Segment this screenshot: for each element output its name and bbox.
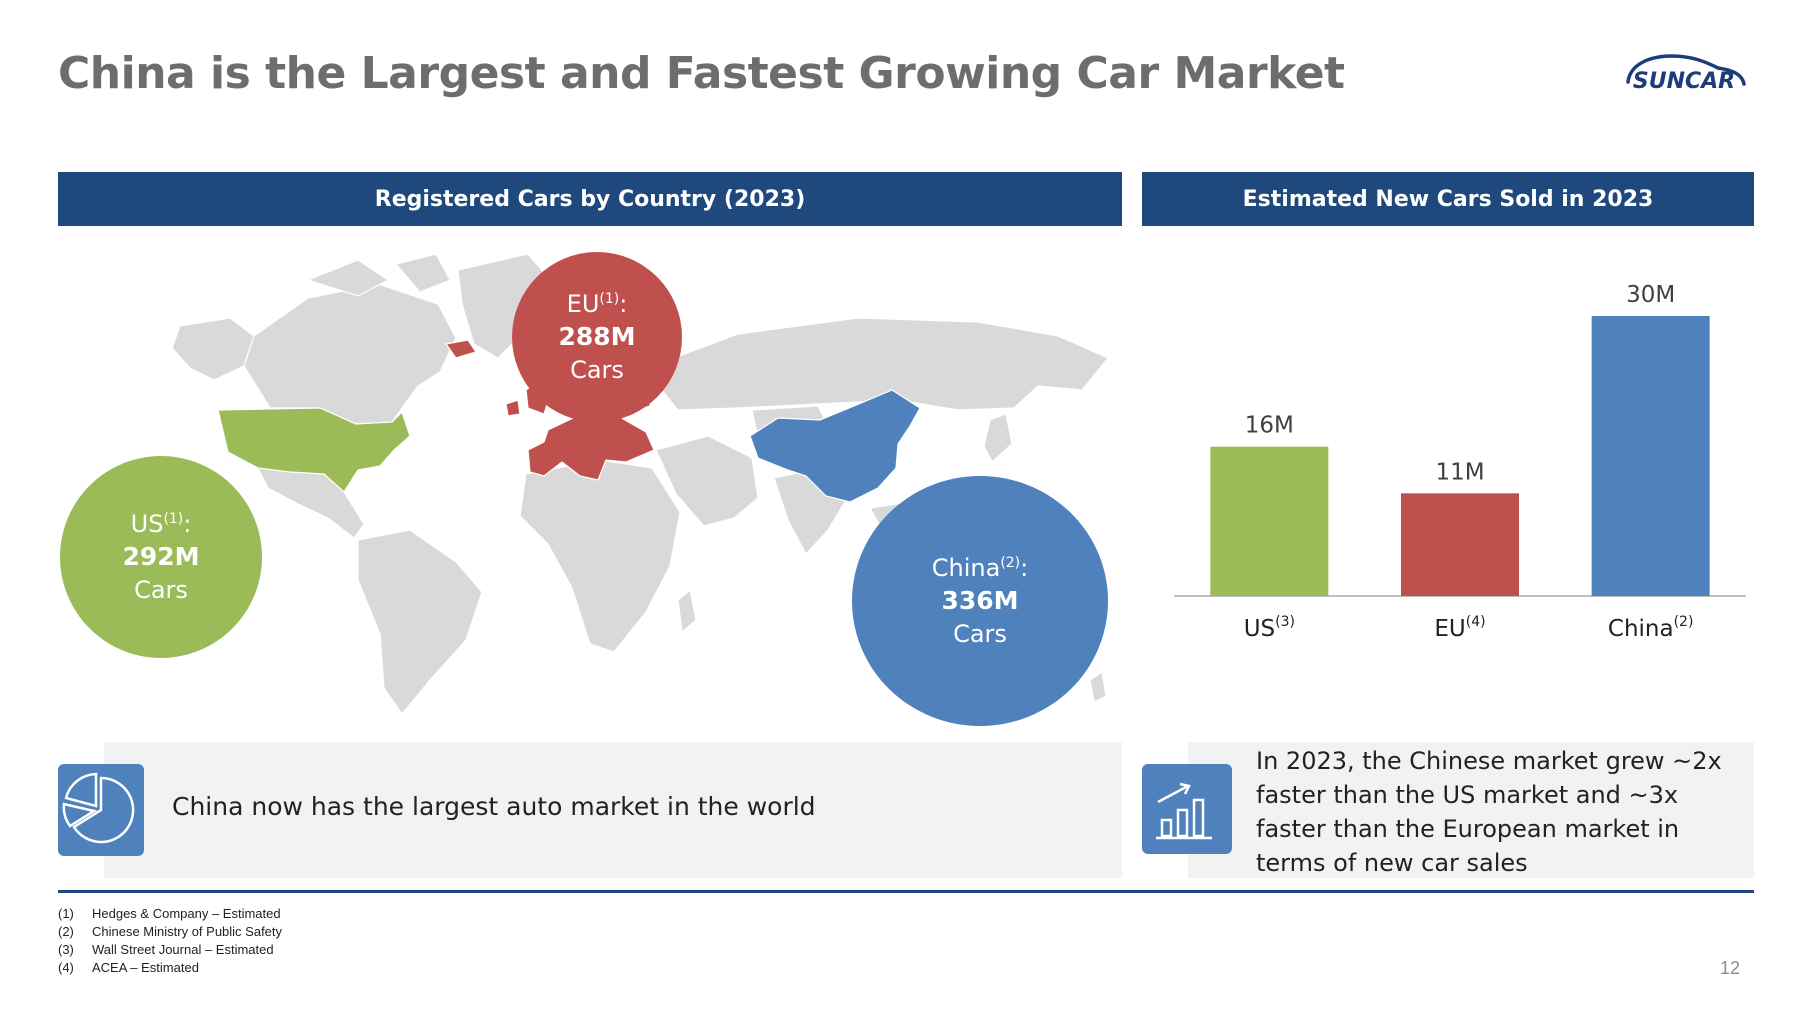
page-title: China is the Largest and Fastest Growing… <box>58 48 1345 99</box>
china-bubble: China(2): 336M Cars <box>852 476 1108 726</box>
china-unit: Cars <box>953 619 1007 648</box>
us-bubble: US(1): 292M Cars <box>60 456 262 658</box>
growth-chart-icon-box <box>1142 764 1232 854</box>
right-callout-text: In 2023, the Chinese market grew ~2x fas… <box>1256 747 1722 877</box>
bar-eu <box>1401 493 1519 596</box>
map-region-us <box>217 407 411 493</box>
tick-label-eu: EU(4) <box>1434 614 1485 642</box>
data-label-china: 30M <box>1626 282 1675 308</box>
logo-text: SUNCAR <box>1633 69 1735 94</box>
growth-chart-icon <box>1156 782 1212 840</box>
tick-label-china: China(2) <box>1608 614 1694 642</box>
us-value: 292M <box>122 542 200 572</box>
bar-us <box>1210 446 1329 596</box>
left-callout-box <box>104 742 1122 878</box>
map-panel-header: Registered Cars by Country (2023) <box>58 172 1122 226</box>
footnote: (3) Wall Street Journal – Estimated <box>58 941 274 957</box>
left-callout-text: China now has the largest auto market in… <box>172 792 816 821</box>
eu-label: EU(1): <box>566 289 628 318</box>
right-callout-box <box>1188 742 1754 878</box>
footnote: (4) ACEA – Estimated <box>58 959 199 975</box>
suncar-logo: SUNCAR <box>1626 54 1746 94</box>
map-region-china <box>749 389 921 503</box>
pie-chart-icon-box <box>58 764 144 856</box>
eu-value: 288M <box>558 322 636 352</box>
bar-china <box>1591 316 1710 596</box>
footnote: (2) Chinese Ministry of Public Safety <box>58 923 283 939</box>
pie-chart-icon <box>62 772 135 844</box>
new-cars-bar-chart: 16M US(3) 11M EU(4) 30M China(2) <box>1174 282 1746 642</box>
data-label-us: 16M <box>1245 413 1294 439</box>
china-label: China(2): <box>931 553 1029 582</box>
data-label-eu: 11M <box>1435 459 1484 485</box>
footer-rule <box>58 890 1754 893</box>
footnote: (1) Hedges & Company – Estimated <box>58 905 281 921</box>
footnotes: (1) Hedges & Company – Estimated (2) Chine… <box>58 904 282 976</box>
us-label: US(1): <box>130 509 192 538</box>
chart-panel-header: Estimated New Cars Sold in 2023 <box>1142 172 1754 226</box>
us-unit: Cars <box>134 575 188 604</box>
page-number: 12 <box>1720 958 1741 978</box>
tick-label-us: US(3) <box>1244 614 1295 642</box>
china-value: 336M <box>941 586 1019 616</box>
eu-bubble: EU(1): 288M Cars <box>512 252 682 422</box>
eu-unit: Cars <box>570 355 624 384</box>
